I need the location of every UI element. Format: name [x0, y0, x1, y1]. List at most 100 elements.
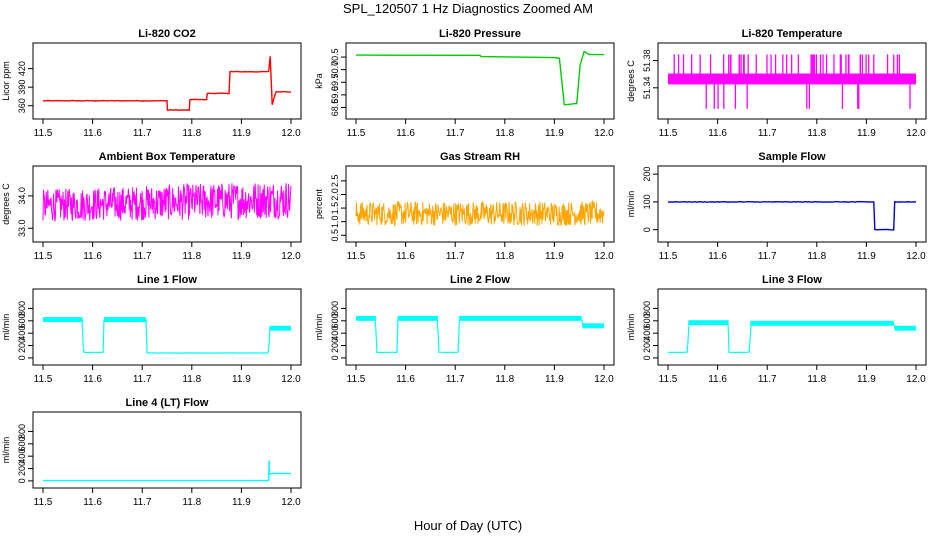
chart-panel-10: Line 4 (LT) Flow ml/min 11.5 11.6 11.7 11.8 11…: [1, 397, 302, 508]
series-line: [355, 315, 605, 354]
x-tick-label: 11.5: [34, 251, 53, 262]
y-tick-label: 200: [17, 461, 27, 476]
x-tick-label: 11.9: [545, 374, 564, 385]
x-tick-label: 11.6: [708, 128, 727, 139]
x-tick-label: 11.7: [446, 374, 465, 385]
x-tick-label: 11.8: [807, 374, 826, 385]
y-tick-label: 600: [642, 313, 652, 328]
y-tick-label: 51.38: [642, 49, 652, 72]
series-band: [688, 320, 729, 326]
y-tick-label: 800: [330, 301, 340, 316]
chart-title: Ambient Box Temperature: [99, 151, 236, 163]
x-tick-label: 11.9: [857, 374, 876, 385]
x-tick-label: 12.0: [594, 128, 614, 139]
x-tick-label: 11.6: [83, 128, 102, 139]
y-tick-label: 69.5: [330, 73, 340, 91]
y-tick-label: 1.5: [330, 202, 340, 215]
x-tick-label: 11.9: [857, 251, 876, 262]
y-tick-label: 400: [642, 326, 652, 341]
y-tick-label: 51.34: [642, 77, 652, 100]
chart-panel-1: Li-820 CO2 Licor ppm 11.5 11.6 11.7 11.8 11.9 1…: [1, 28, 302, 139]
y-tick-label: 34.0: [17, 187, 27, 205]
y-axis-label: ml/min: [1, 437, 11, 464]
y-axis-label: ml/min: [1, 314, 11, 341]
chart-title: Sample Flow: [758, 151, 826, 163]
x-tick-label: 11.9: [232, 497, 251, 508]
x-tick-label: 11.5: [34, 497, 53, 508]
series-line: [42, 56, 292, 112]
chart-panel-4: Ambient Box Temperature degrees C 11.5 11.6…: [1, 151, 302, 262]
series-band: [104, 317, 147, 323]
x-tick-label: 11.6: [396, 251, 415, 262]
series-band: [894, 325, 916, 331]
x-tick-label: 11.5: [659, 374, 678, 385]
plot-frame: [657, 42, 927, 120]
y-tick-label: 0: [642, 355, 652, 360]
x-tick-label: 11.9: [545, 251, 564, 262]
x-tick-label: 11.6: [83, 497, 102, 508]
chart-panel-8: Line 2 Flow ml/min 11.5 11.6 11.7 11.8 11.9 12.…: [314, 274, 615, 385]
chart-panel-3: Li-820 Temperature degrees C 11.5 11.6 11.7 1…: [626, 28, 927, 139]
x-tick-label: 12.0: [281, 251, 301, 262]
x-tick-label: 11.5: [34, 128, 53, 139]
x-tick-label: 11.8: [182, 251, 201, 262]
y-tick-label: 200: [17, 338, 27, 353]
chart-panel-6: Sample Flow ml/min 11.5 11.6 11.7 11.8 11.9 12.…: [626, 151, 927, 262]
x-tick-label: 11.5: [659, 128, 678, 139]
series-band: [43, 317, 83, 323]
y-tick-label: 800: [642, 301, 652, 316]
x-tick-label: 11.8: [182, 128, 201, 139]
figure-title: SPL_120507 1 Hz Diagnostics Zoomed AM: [342, 1, 594, 16]
chart-title: Line 1 Flow: [137, 274, 197, 286]
x-tick-label: 11.6: [708, 251, 727, 262]
y-tick-label: 600: [330, 313, 340, 328]
x-tick-label: 11.8: [807, 128, 826, 139]
y-tick-label: 2.5: [330, 175, 340, 188]
x-tick-label: 11.5: [347, 374, 366, 385]
plot-frame: [345, 165, 615, 243]
y-tick-label: 360: [17, 98, 27, 113]
y-tick-label: 200: [642, 167, 652, 182]
series-band: [397, 315, 438, 321]
plot-frame: [32, 42, 302, 120]
plot-frame: [657, 165, 927, 243]
x-tick-label: 11.7: [758, 251, 777, 262]
x-tick-label: 12.0: [281, 128, 301, 139]
plot-frame: [657, 288, 927, 366]
x-tick-label: 12.0: [281, 374, 301, 385]
x-tick-label: 11.6: [396, 128, 415, 139]
y-tick-label: 0.5: [330, 229, 340, 242]
y-tick-label: 0: [642, 227, 652, 232]
x-tick-label: 11.5: [659, 251, 678, 262]
x-tick-label: 11.7: [133, 251, 152, 262]
y-axis-label: ml/min: [626, 191, 636, 218]
figure-x-axis-label: Hour of Day (UTC): [413, 518, 523, 533]
plot-frame: [345, 288, 615, 366]
x-tick-label: 11.5: [347, 251, 366, 262]
y-tick-label: 800: [17, 424, 27, 439]
chart-title: Line 4 (LT) Flow: [126, 397, 209, 409]
x-tick-label: 11.6: [396, 374, 415, 385]
x-tick-label: 11.6: [708, 374, 727, 385]
chart-title: Li-820 CO2: [138, 28, 195, 40]
x-tick-label: 11.8: [495, 128, 514, 139]
chart-title: Li-820 Temperature: [742, 28, 843, 40]
y-tick-label: 400: [330, 326, 340, 341]
series-line: [43, 460, 291, 482]
y-tick-label: 200: [642, 338, 652, 353]
plot-frame: [32, 165, 302, 243]
x-tick-label: 11.7: [133, 128, 152, 139]
y-tick-label: 200: [330, 338, 340, 353]
x-tick-label: 12.0: [594, 374, 614, 385]
x-tick-label: 11.9: [232, 128, 251, 139]
x-tick-label: 11.7: [758, 128, 777, 139]
x-tick-label: 12.0: [594, 251, 614, 262]
chart-panel-7: Line 1 Flow ml/min 11.5 11.6 11.7 11.8 11.9 12.…: [1, 274, 302, 385]
y-tick-label: 800: [17, 301, 27, 316]
x-tick-label: 12.0: [281, 497, 301, 508]
x-tick-label: 11.9: [857, 128, 876, 139]
y-tick-label: 33.0: [17, 220, 27, 238]
series-line: [355, 50, 604, 106]
x-tick-label: 11.8: [182, 374, 201, 385]
series-band: [582, 323, 604, 329]
